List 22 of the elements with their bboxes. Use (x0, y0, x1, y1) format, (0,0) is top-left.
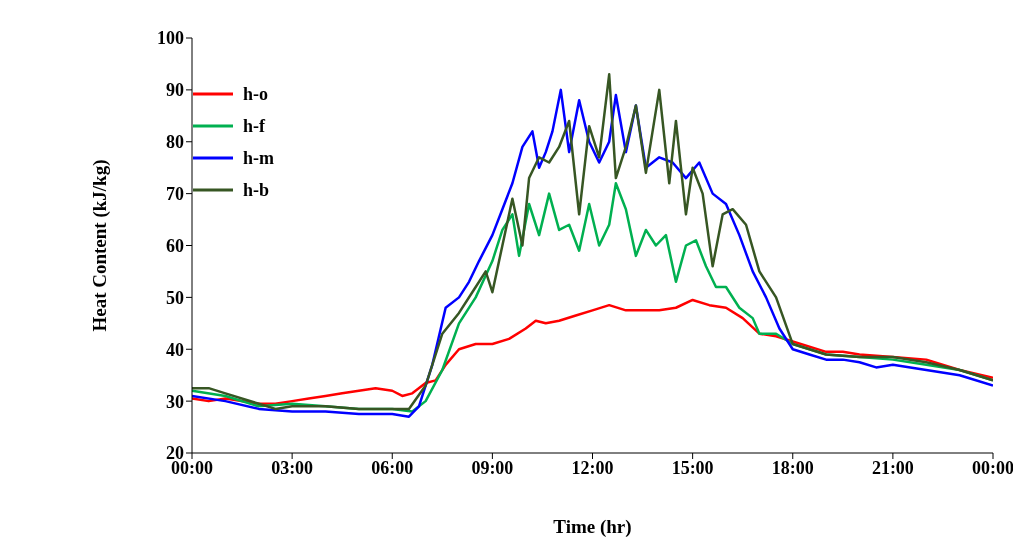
y-tick-label: 90 (166, 80, 184, 101)
y-tick-label: 70 (166, 184, 184, 205)
x-tick-label: 00:00 (972, 457, 1014, 478)
x-axis-title: Time (hr) (553, 516, 632, 538)
legend-label: h-m (243, 147, 274, 170)
x-tick-label: 03:00 (271, 457, 314, 478)
y-tick-label: 40 (166, 339, 184, 360)
x-tick-label: 09:00 (471, 457, 514, 478)
legend-label: h-o (243, 83, 269, 106)
x-tick-label: 18:00 (771, 457, 814, 478)
y-axis-title: Heat Content (kJ/kg) (88, 159, 111, 332)
y-tick-label: 60 (166, 235, 184, 256)
x-tick-label: 21:00 (871, 457, 914, 478)
y-tick-label: 50 (166, 287, 184, 308)
y-tick-label: 100 (157, 28, 184, 49)
x-tick-label: 06:00 (371, 457, 414, 478)
y-tick-label: 30 (166, 391, 184, 412)
y-tick-label: 80 (166, 132, 184, 153)
legend-label: h-b (243, 179, 270, 202)
x-tick-label: 12:00 (571, 457, 614, 478)
legend-label: h-f (243, 115, 265, 138)
x-tick-label: 15:00 (671, 457, 714, 478)
